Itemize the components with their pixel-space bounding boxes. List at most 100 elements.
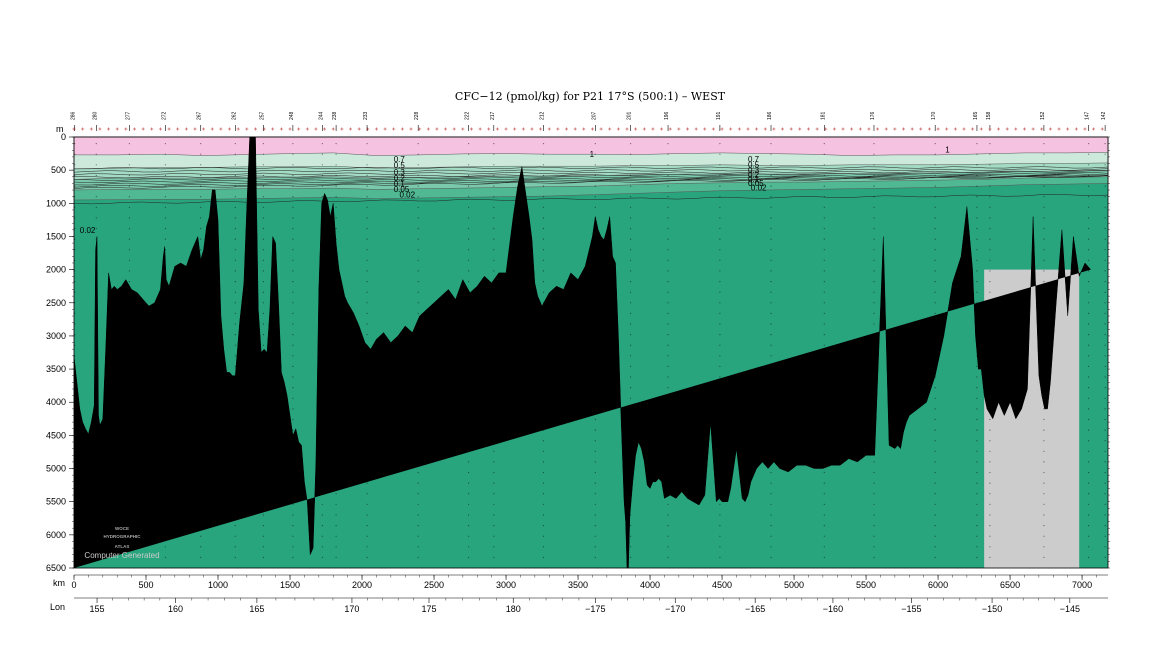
sample-dot (989, 249, 991, 251)
sample-dot (873, 238, 875, 240)
sample-dot (1088, 323, 1090, 325)
sample-dot (542, 206, 545, 208)
sample-dot (1043, 440, 1045, 442)
sample-dot (934, 302, 936, 304)
sample-dot (823, 281, 825, 283)
sample-dot (873, 153, 875, 155)
sample-dot (630, 365, 632, 367)
sample-dot (292, 174, 294, 177)
sample-dot (719, 238, 721, 240)
svg-text:ATLAS: ATLAS (115, 544, 130, 549)
sample-dot (1043, 174, 1045, 177)
sample-dot (719, 196, 721, 198)
sample-dot (667, 556, 669, 559)
sample-dot (417, 525, 419, 527)
sample-dot (468, 535, 470, 537)
sample-dot (989, 493, 991, 495)
sample-dot (164, 164, 166, 166)
sample-dot (594, 185, 596, 187)
sample-dot (493, 461, 495, 463)
sample-dot (630, 185, 632, 187)
lon-tick-label: 155 (90, 604, 105, 614)
depth-tick-label: 3500 (46, 364, 66, 374)
sample-dot (630, 514, 632, 516)
sample-dot (164, 196, 166, 198)
sample-dot (873, 525, 875, 527)
sample-dot (493, 259, 495, 261)
sample-dot (823, 323, 825, 325)
sample-dot (468, 217, 470, 219)
sample-dot (630, 217, 632, 219)
sample-dot (1104, 525, 1106, 527)
sample-dot (770, 312, 772, 314)
sample-dot (468, 493, 470, 495)
sample-dot (292, 270, 294, 272)
sample-dot (468, 546, 470, 548)
sample-dot (292, 525, 294, 527)
sample-dot (164, 217, 166, 219)
km-tick-label: 3500 (568, 580, 588, 590)
sample-dot (1104, 387, 1106, 389)
sample-dot (200, 196, 202, 198)
sample-dot (164, 143, 166, 145)
sample-dot (542, 493, 545, 495)
sample-dot (1043, 535, 1045, 537)
lon-tick-label: −155 (901, 604, 921, 614)
sample-dot (292, 418, 294, 421)
km-tick-label: 4500 (712, 580, 732, 590)
sample-dot (128, 185, 130, 187)
sample-dot (989, 450, 991, 452)
sample-dot (468, 227, 470, 230)
sample-dot (719, 217, 721, 219)
sample-dot (823, 471, 825, 474)
sample-dot (630, 376, 632, 378)
sample-dot (1088, 344, 1090, 346)
sample-dot (976, 270, 978, 272)
sample-dot (164, 556, 166, 559)
sample-dot (770, 556, 772, 559)
sample-dot (321, 174, 323, 177)
sample-dot (262, 249, 264, 251)
sample-dot (128, 217, 130, 219)
sample-dot (667, 334, 669, 336)
sample-dot (292, 185, 294, 187)
sample-dot (1104, 206, 1106, 208)
station-label: 142 (1101, 111, 1107, 120)
sample-dot (292, 153, 294, 155)
sample-dot (417, 238, 419, 240)
sample-dot (770, 514, 772, 516)
sample-dot (234, 355, 236, 357)
station-label: 228 (414, 111, 420, 120)
sample-dot (594, 461, 596, 463)
woce-watermark: WOCE HYDROGRAPHIC ATLAS Computer Generat… (84, 526, 159, 560)
sample-dot (234, 196, 236, 198)
sample-dot (719, 556, 721, 559)
sample-dot (1104, 344, 1106, 346)
plot-frame (73, 136, 1109, 569)
sample-dot (873, 535, 875, 537)
sample-dot (989, 418, 991, 421)
sample-dot (719, 323, 721, 325)
sample-dot (1088, 153, 1090, 155)
sample-dot (417, 546, 419, 548)
sample-dot (1104, 408, 1106, 410)
sample-dot (873, 493, 875, 495)
sample-dot (630, 143, 632, 145)
sample-dot (1043, 546, 1045, 548)
station-label: 238 (332, 111, 338, 120)
sample-dot (1104, 196, 1106, 198)
sample-dot (292, 281, 294, 283)
sample-dot (1104, 164, 1106, 166)
sample-dot (542, 546, 545, 548)
sample-dot (630, 535, 632, 537)
sample-dot (989, 429, 991, 431)
sample-dot (1088, 227, 1090, 230)
sample-dot (989, 503, 991, 505)
contour-label: 0.5 (394, 161, 406, 170)
sample-dot (873, 323, 875, 325)
sample-dot (292, 355, 294, 357)
sample-dot (200, 174, 202, 177)
km-tick-label: 2000 (352, 580, 372, 590)
sample-dot (770, 355, 772, 357)
km-tick-label: 1500 (280, 580, 300, 590)
